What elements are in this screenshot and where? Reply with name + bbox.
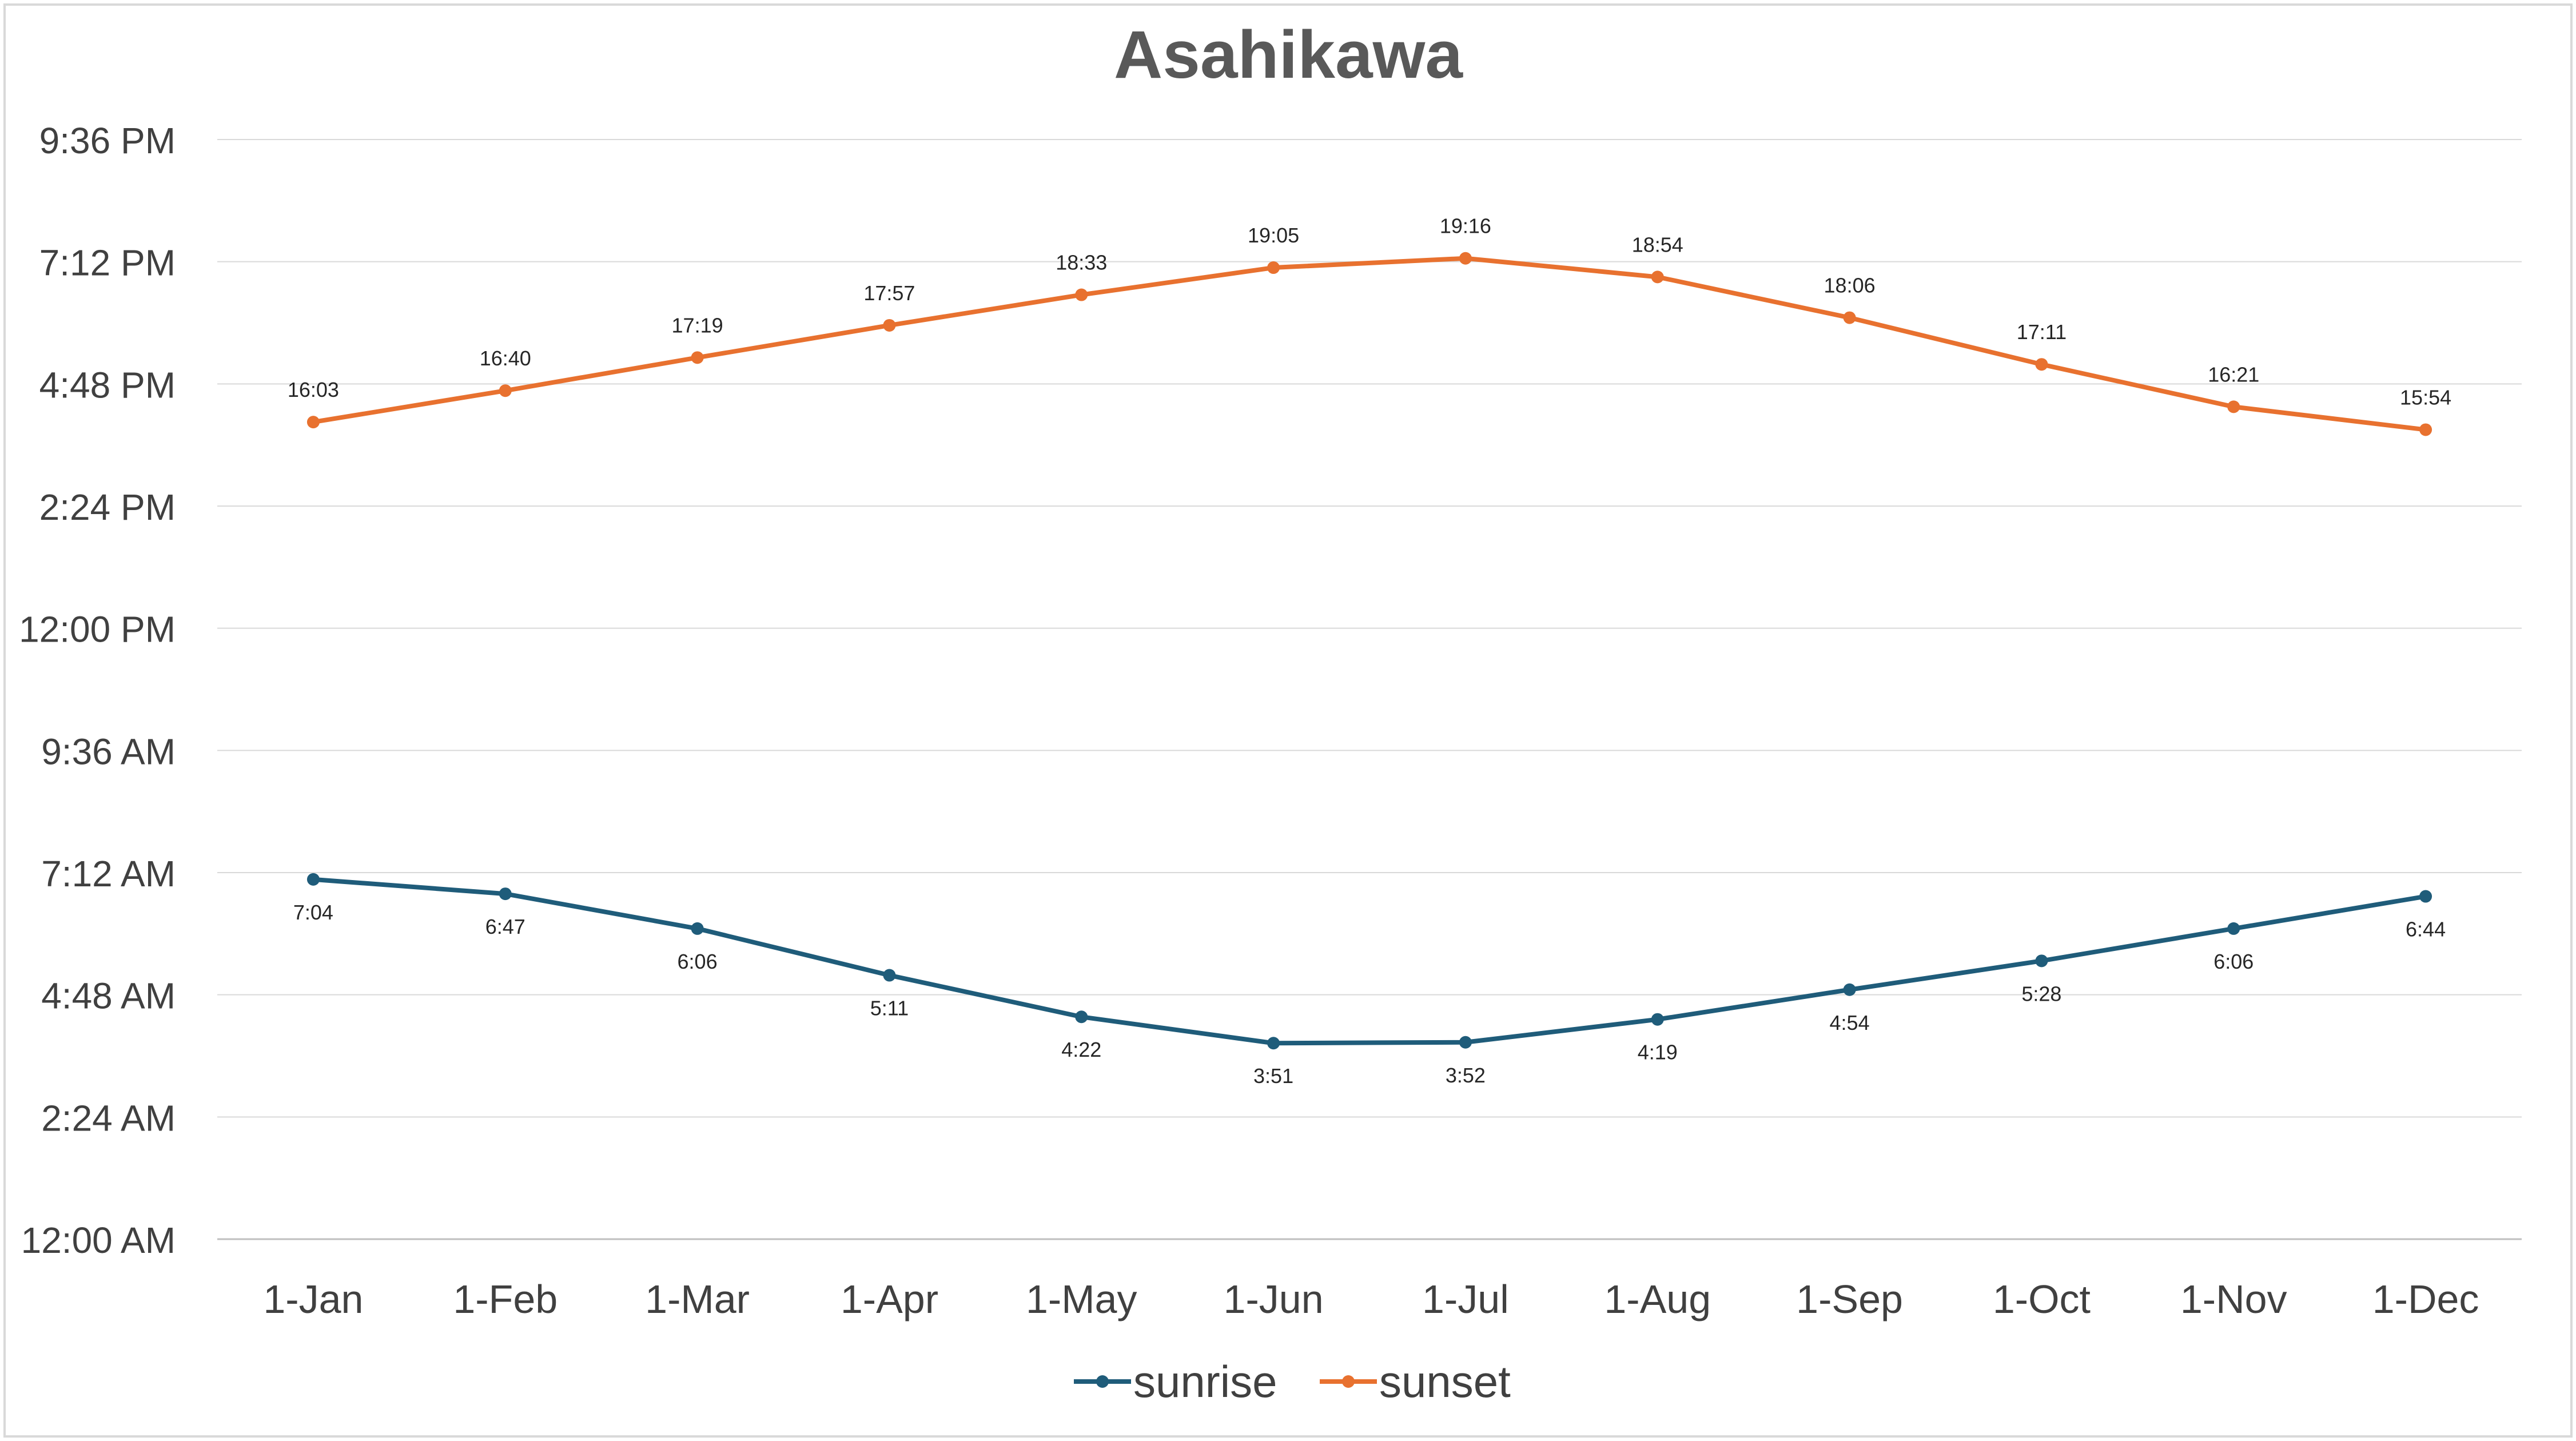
- sunset-data-label: 16:40: [480, 347, 531, 370]
- sunset-point: [306, 416, 320, 429]
- sunrise-line: [313, 877, 2426, 1046]
- y-tick-label: 2:24 AM: [41, 1097, 176, 1139]
- sunset-point: [691, 351, 704, 364]
- sunset-point: [883, 319, 896, 332]
- sunrise-point: [2035, 954, 2048, 968]
- chart-area: Asahikawa 12:00 AM 2:24 AM 4:48 AM 7:12 AM 9…: [3, 3, 2573, 1438]
- sunset-point: [1267, 261, 1280, 274]
- series-sunset: [306, 252, 2432, 436]
- sunrise-data-label: 5:11: [870, 997, 909, 1020]
- sunrise-data-label: 3:51: [1253, 1064, 1293, 1088]
- sunset-data-label: 18:54: [1632, 233, 1683, 256]
- data-labels: 7:04 6:47 6:06 5:11 4:22 3:51 3:52 4:19 4:54 5:28…: [288, 214, 2451, 1088]
- x-tick-label: 1-Apr: [841, 1277, 938, 1321]
- sunrise-data-label: 4:22: [1061, 1038, 1101, 1061]
- y-tick-label: 4:48 AM: [41, 976, 176, 1017]
- x-tick-label: 1-Aug: [1604, 1277, 1711, 1321]
- y-axis: 12:00 AM 2:24 AM 4:48 AM 7:12 AM 9:36 AM 12:0…: [19, 120, 176, 1261]
- x-tick-label: 1-Jan: [263, 1277, 363, 1321]
- sunset-data-label: 15:54: [2400, 385, 2451, 409]
- x-tick-label: 1-May: [1026, 1277, 1137, 1321]
- chart-title: Asahikawa: [1114, 17, 1463, 93]
- x-tick-label: 1-Jun: [1224, 1277, 1324, 1321]
- sunrise-data-label: 3:52: [1446, 1064, 1486, 1087]
- x-tick-label: 1-Nov: [2180, 1277, 2287, 1321]
- x-tick-label: 1-Dec: [2372, 1277, 2479, 1321]
- sunrise-point: [2227, 922, 2240, 935]
- sunset-data-label: 17:11: [2017, 320, 2067, 344]
- sunrise-data-label: 6:06: [678, 950, 718, 973]
- x-tick-label: 1-Mar: [645, 1277, 750, 1321]
- sunset-data-label: 18:33: [1056, 251, 1107, 274]
- sunset-point: [2035, 358, 2048, 371]
- sunrise-point: [499, 887, 512, 901]
- sunset-point: [499, 384, 512, 397]
- x-tick-label: 1-Oct: [1993, 1277, 2091, 1321]
- sunrise-point: [1651, 1013, 1664, 1026]
- y-tick-label: 9:36 AM: [41, 731, 176, 772]
- sunset-line: [313, 256, 2426, 432]
- legend-item-sunrise: sunrise: [1074, 1356, 1277, 1407]
- legend-marker: [1096, 1375, 1109, 1388]
- x-axis: 1-Jan 1-Feb 1-Mar 1-Apr 1-May 1-Jun 1-Jul 1-Aug…: [263, 1277, 2479, 1321]
- sunset-data-label: 17:57: [863, 281, 915, 305]
- sunset-data-label: 19:16: [1440, 214, 1491, 238]
- sunrise-data-label: 6:06: [2213, 950, 2253, 973]
- y-tick-label: 9:36 PM: [39, 120, 176, 161]
- sunrise-point: [1075, 1010, 1088, 1024]
- legend-item-sunset: sunset: [1320, 1356, 1511, 1407]
- sunset-point: [2419, 423, 2432, 436]
- legend-marker: [1342, 1375, 1355, 1388]
- y-tick-label: 4:48 PM: [39, 364, 176, 405]
- sunrise-data-label: 4:54: [1830, 1011, 1870, 1034]
- x-tick-label: 1-Feb: [453, 1277, 558, 1321]
- sunrise-data-label: 6:47: [485, 915, 525, 938]
- sunset-data-label: 19:05: [1248, 224, 1299, 247]
- y-tick-label: 2:24 PM: [39, 487, 176, 528]
- y-tick-label: 12:00 PM: [19, 609, 176, 650]
- line-chart: Asahikawa 12:00 AM 2:24 AM 4:48 AM 7:12 AM 9…: [19, 17, 2522, 1407]
- sunrise-point: [1267, 1037, 1280, 1050]
- sunset-data-label: 18:06: [1824, 274, 1876, 297]
- sunset-data-label: 16:03: [288, 378, 339, 401]
- sunrise-data-label: 5:28: [2021, 982, 2061, 1005]
- sunset-point: [1459, 252, 1472, 265]
- legend: sunrise sunset: [1074, 1356, 1511, 1407]
- sunrise-point: [883, 969, 896, 982]
- sunrise-point: [691, 922, 704, 935]
- sunrise-data-label: 7:04: [293, 901, 333, 924]
- sunset-point: [1075, 288, 1088, 301]
- sunrise-data-label: 6:44: [2406, 918, 2446, 941]
- legend-label: sunset: [1379, 1356, 1511, 1407]
- sunrise-point: [1843, 983, 1856, 996]
- series-sunrise: [306, 873, 2432, 1050]
- x-tick-label: 1-Jul: [1422, 1277, 1509, 1321]
- legend-label: sunrise: [1133, 1356, 1277, 1407]
- sunset-data-label: 16:21: [2208, 363, 2259, 386]
- sunrise-point: [1459, 1036, 1472, 1049]
- sunrise-point: [306, 873, 320, 886]
- sunrise-point: [2419, 890, 2432, 903]
- sunset-point: [2227, 400, 2240, 413]
- y-tick-label: 7:12 PM: [39, 242, 176, 284]
- sunrise-data-label: 4:19: [1638, 1041, 1678, 1064]
- gridlines: [217, 139, 2522, 1240]
- y-tick-label: 7:12 AM: [41, 853, 176, 894]
- sunset-point: [1651, 270, 1664, 284]
- sunset-data-label: 17:19: [672, 313, 723, 337]
- y-tick-label: 12:00 AM: [21, 1220, 176, 1261]
- series-group: [306, 252, 2432, 1050]
- sunset-point: [1843, 311, 1856, 324]
- x-tick-label: 1-Sep: [1796, 1277, 1903, 1321]
